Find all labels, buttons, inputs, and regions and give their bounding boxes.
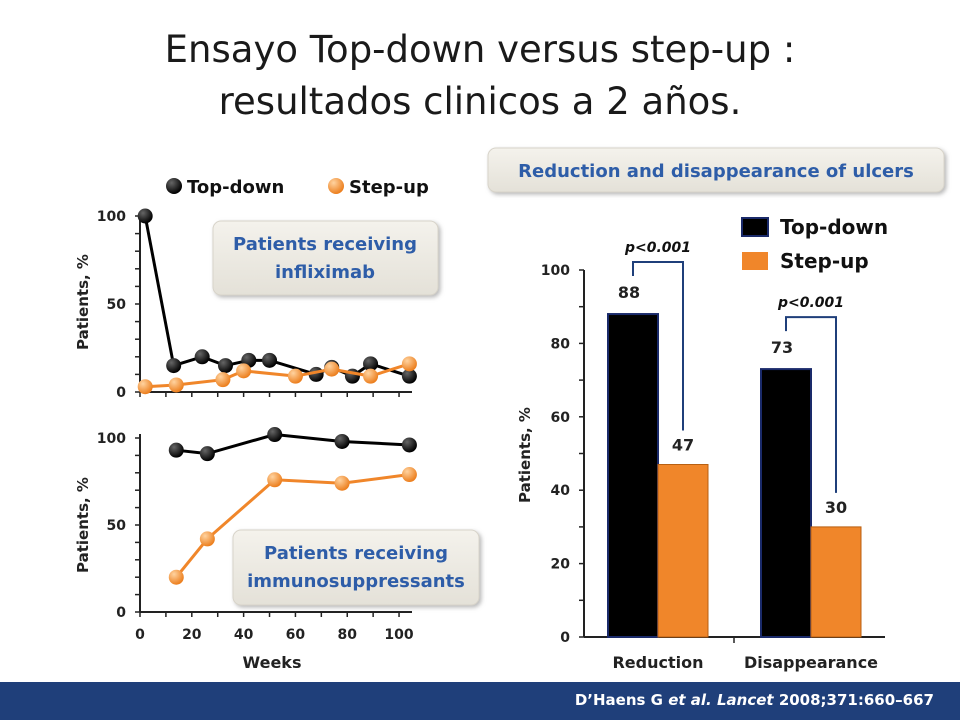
ulcers-p-value-label: p<0.001 — [777, 295, 844, 311]
ulcers-header-text: Reduction and disappearance of ulcers — [518, 161, 914, 182]
immunosuppressants-x-tick-label: 100 — [384, 627, 413, 643]
immunosuppressants-axes: 0 50 100 0 20 40 60 80 100 — [97, 431, 414, 643]
citation-rest: 2008;371:660–667 — [778, 691, 934, 709]
immunosuppressants-top-down-point — [199, 446, 215, 462]
slide-title: Ensayo Top-down versus step-up : resulta… — [0, 24, 960, 128]
immunosuppressants-x-tick-label: 60 — [286, 627, 306, 643]
citation-journal: Lancet — [716, 691, 774, 709]
ulcers-step-up-bar — [657, 464, 709, 638]
left-legend: Top-down Step-up — [166, 177, 429, 198]
immunosuppressants-x-tick-label: 20 — [182, 627, 202, 643]
immunosuppressants-step-up-point — [199, 531, 215, 547]
ulcers-y-tick-label: 80 — [551, 336, 571, 352]
infliximab-top-down-point — [363, 356, 379, 372]
infliximab-top-down-point — [401, 368, 417, 384]
immunosuppressants-series — [168, 427, 417, 585]
immunosuppressants-step-up-point — [267, 472, 283, 488]
immunosuppressants-annotation-line1: Patients receiving — [264, 543, 448, 564]
infliximab-step-up-point — [168, 377, 184, 393]
citation-etal: et al. — [668, 691, 712, 709]
infliximab-top-down-point — [137, 208, 153, 224]
immunosuppressants-x-tick-label: 80 — [337, 627, 357, 643]
legend-right-top-down-swatch — [741, 217, 769, 237]
ulcers-significance-bracket — [785, 316, 837, 493]
charts-canvas: Top-down Step-up 0 50 100 Patients, % Pati… — [74, 147, 945, 672]
ulcers-axes: 0 20 40 60 80 100 Reduction Disappearance — [541, 263, 885, 672]
legend-right-step-up-label: Step-up — [780, 249, 869, 273]
infliximab-step-up-point — [215, 372, 231, 388]
infliximab-step-up-point — [137, 379, 153, 395]
legend-step-up-marker — [328, 178, 344, 194]
legend-top-down-marker — [166, 178, 182, 194]
legend-step-up-label: Step-up — [349, 177, 429, 198]
infliximab-top-down-point — [166, 358, 182, 374]
ulcers-category-label: Reduction — [612, 653, 703, 672]
immunosuppressants-step-up-point — [401, 467, 417, 483]
slide-title-line2: resultados clinicos a 2 años. — [218, 80, 742, 123]
immunosuppressants-annotation-line2: immunosuppressants — [247, 571, 465, 592]
immunosuppressants-y-axis-label: Patients, % — [74, 477, 92, 573]
ulcers-step-up-bar — [810, 526, 862, 638]
infliximab-step-up-point — [324, 361, 340, 377]
citation: D’Haens G et al. Lancet 2008;371:660–667 — [575, 691, 934, 709]
immunosuppressants-top-down-point — [267, 427, 283, 443]
infliximab-series — [137, 208, 417, 395]
ulcers-y-tick-label: 20 — [551, 557, 571, 573]
ulcers-bars: 88 47 p<0.001 73 30 p<0.001 — [607, 240, 862, 638]
ulcers-y-tick-label: 0 — [560, 630, 570, 646]
infliximab-step-up-point — [401, 356, 417, 372]
ulcers-bar-chart: 0 20 40 60 80 100 Reduction Disappearance Patie… — [516, 240, 885, 672]
ulcers-y-axis-label: Patients, % — [516, 407, 534, 503]
immunosuppressants-top-down-point — [334, 433, 350, 449]
ulcers-y-tick-label: 60 — [551, 410, 571, 426]
ulcers-significance-bracket — [632, 261, 684, 431]
infliximab-top-down-point — [217, 358, 233, 374]
immunosuppressants-y-tick-label: 100 — [97, 431, 126, 447]
infliximab-y-tick-label: 50 — [107, 297, 127, 313]
infliximab-top-down-point — [262, 352, 278, 368]
infliximab-annotation-line1: Patients receiving — [233, 234, 417, 255]
ulcers-p-value-label: p<0.001 — [624, 240, 691, 256]
infliximab-step-up-point — [236, 363, 252, 379]
right-legend: Top-down Step-up — [741, 215, 888, 273]
infliximab-annotation-line2: infliximab — [275, 262, 375, 283]
citation-prefix: D’Haens G — [574, 691, 669, 709]
infliximab-y-tick-label: 0 — [116, 385, 126, 401]
immunosuppressants-y-tick-label: 50 — [107, 518, 127, 534]
infliximab-y-axis-label: Patients, % — [74, 254, 92, 350]
legend-right-step-up-swatch — [742, 252, 768, 270]
infliximab-line-chart: 0 50 100 Patients, % Patients receiving in… — [74, 208, 439, 401]
immunosuppressants-step-up-point — [168, 569, 184, 585]
immunosuppressants-x-tick-label: 40 — [234, 627, 254, 643]
ulcers-category-label: Disappearance — [744, 653, 878, 672]
slide-title-line1: Ensayo Top-down versus step-up : — [164, 28, 796, 71]
immunosuppressants-x-tick-label: 0 — [135, 627, 145, 643]
infliximab-step-up-point — [287, 368, 303, 384]
ulcers-y-tick-label: 40 — [551, 483, 571, 499]
immunosuppressants-step-up-point — [334, 475, 350, 491]
infliximab-top-down-point — [194, 349, 210, 365]
ulcers-y-tick-label: 100 — [541, 263, 570, 279]
ulcers-top-down-bar — [760, 368, 812, 638]
ulcers-step-up-value-label: 47 — [672, 436, 694, 455]
infliximab-y-tick-label: 100 — [97, 209, 126, 225]
infliximab-step-up-point — [363, 368, 379, 384]
footer-bar: D’Haens G et al. Lancet 2008;371:660–667 — [0, 682, 960, 720]
ulcers-top-down-value-label: 73 — [771, 338, 793, 357]
immunosuppressants-line-chart: 0 50 100 0 20 40 60 80 100 Patients, % Weeks Pat… — [74, 427, 480, 672]
ulcers-top-down-value-label: 88 — [618, 283, 640, 302]
legend-right-top-down-label: Top-down — [780, 215, 888, 239]
immunosuppressants-annotation-box: Patients receiving immunosuppressants — [232, 529, 480, 606]
infliximab-annotation-box: Patients receiving infliximab — [212, 220, 439, 296]
immunosuppressants-top-down-point — [168, 442, 184, 458]
ulcers-top-down-bar — [607, 313, 659, 638]
weeks-x-axis-label: Weeks — [243, 653, 302, 672]
immunosuppressants-top-down-point — [401, 437, 417, 453]
legend-top-down-label: Top-down — [187, 177, 284, 198]
infliximab-axes: 0 50 100 — [97, 209, 412, 401]
immunosuppressants-y-tick-label: 0 — [116, 605, 126, 621]
ulcers-header-box: Reduction and disappearance of ulcers — [487, 147, 945, 193]
ulcers-step-up-value-label: 30 — [825, 498, 847, 517]
